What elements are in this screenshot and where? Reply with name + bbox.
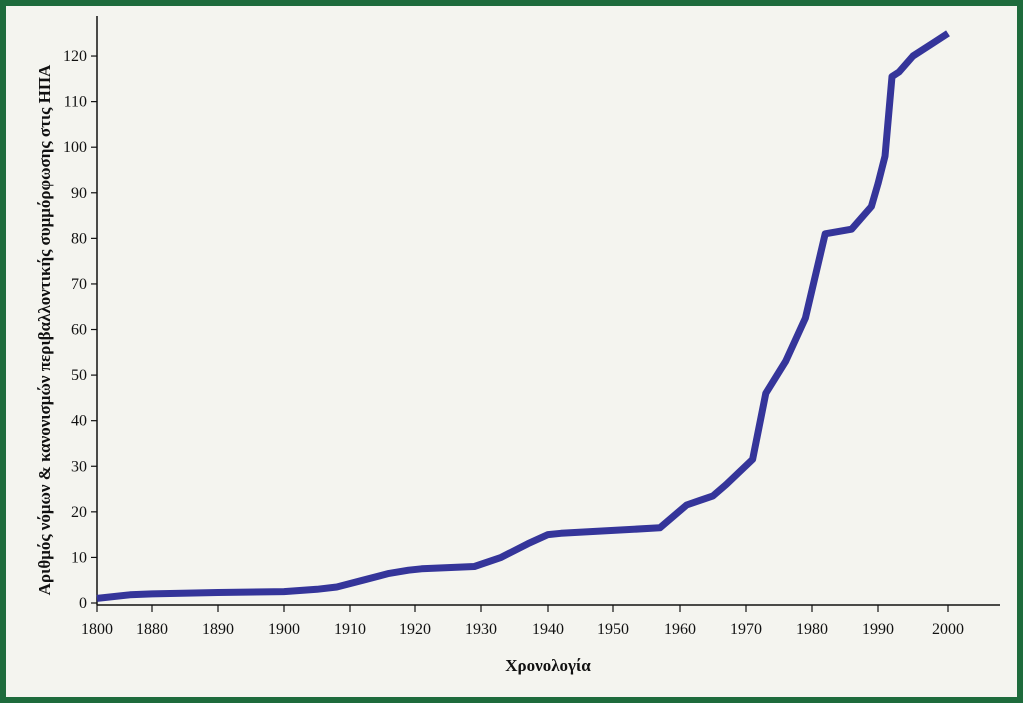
x-tick-label: 1920 [399, 621, 431, 638]
x-tick-label: 1990 [862, 621, 894, 638]
y-tick-label: 90 [71, 185, 87, 202]
y-tick-label: 50 [71, 367, 87, 384]
x-tick-label: 1940 [532, 621, 564, 638]
y-axis-title: Αριθμός νόμων & κανονισμών περιβαλλοντικ… [35, 64, 54, 595]
x-axis: 1800 1880 1890 1900 1910 1920 1930 1940 1950 1960… [81, 604, 1000, 638]
y-tick-label: 120 [63, 48, 87, 65]
series-layer [96, 30, 950, 602]
y-tick-label: 10 [71, 549, 87, 566]
x-tick-label: 1800 [81, 621, 113, 638]
x-tick-label: 1880 [136, 621, 168, 638]
y-tick-label: 70 [71, 276, 87, 293]
x-tick-label: 1980 [796, 621, 828, 638]
y-tick-label: 60 [71, 322, 87, 339]
y-tick-label: 0 [79, 595, 87, 612]
y-tick-label: 20 [71, 504, 87, 521]
y-axis: 0 10 20 30 40 50 60 70 80 90 100 110 120 [63, 16, 98, 612]
x-tick-label: 1960 [664, 621, 696, 638]
y-tick-label: 80 [71, 230, 87, 247]
x-tick-label: 1970 [730, 621, 762, 638]
x-tick-label: 1890 [202, 621, 234, 638]
x-tick-label: 1910 [334, 621, 366, 638]
y-tick-label: 110 [64, 94, 87, 111]
x-axis-title: Χρονολογία [505, 656, 591, 675]
x-tick-label: 1930 [465, 621, 497, 638]
series-line [96, 30, 950, 602]
x-tick-label: 1950 [597, 621, 629, 638]
x-tick-label: 1900 [268, 621, 300, 638]
chart-panel [5, 5, 1018, 698]
y-tick-label: 30 [71, 458, 87, 475]
y-tick-label: 40 [71, 413, 87, 430]
y-tick-label: 100 [63, 139, 87, 156]
x-tick-label: 2000 [932, 621, 964, 638]
